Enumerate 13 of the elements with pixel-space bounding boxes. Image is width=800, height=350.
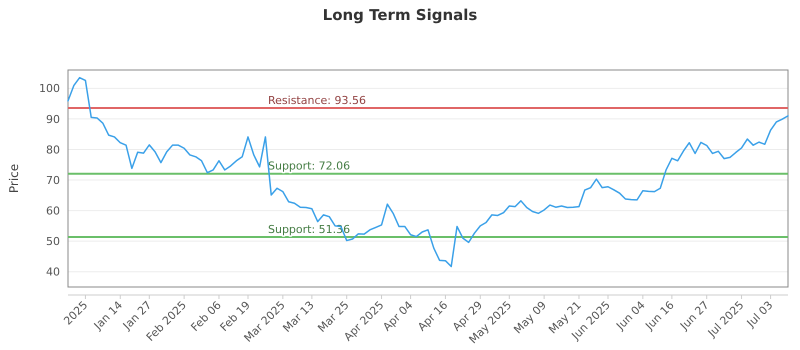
line-series xyxy=(67,76,789,268)
y-tick-label: 80 xyxy=(46,143,60,156)
chart-title: Long Term Signals xyxy=(322,6,478,24)
y-tick-label: 40 xyxy=(46,266,60,279)
y-tick-label: 70 xyxy=(46,174,60,187)
y-tick-label: 90 xyxy=(46,112,60,126)
y-tick-label: 50 xyxy=(46,235,60,248)
x-tick-label: Jul 03 xyxy=(744,298,776,330)
y-axis-title: Price xyxy=(7,164,21,194)
y-tick-label: 100 xyxy=(39,82,60,96)
x-tick-label: Apr 16 xyxy=(415,298,450,334)
ref-line-label: Resistance: 93.56 xyxy=(268,94,366,108)
y-tick-label: 60 xyxy=(46,204,60,218)
